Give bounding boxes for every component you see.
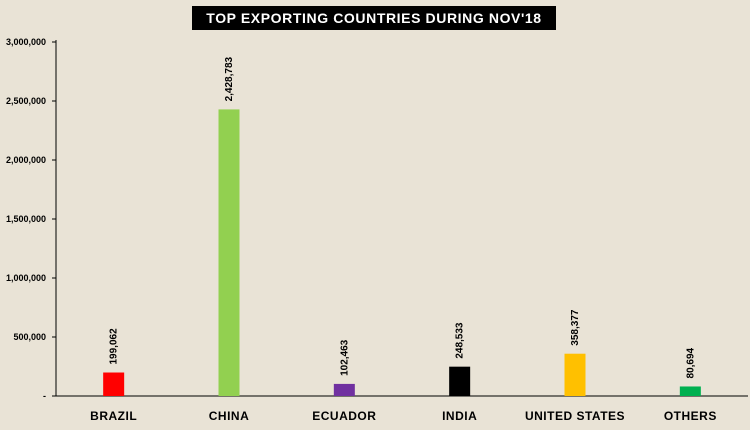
x-tick-label: OTHERS [664, 409, 717, 423]
x-tick-label: CHINA [209, 409, 250, 423]
data-label: 358,377 [570, 309, 581, 346]
data-label: 80,694 [685, 347, 696, 378]
data-labels: 199,062 2,428,783 102,463 248,533 358,377 80,… [109, 56, 697, 378]
y-tick-label: 500,000 [13, 332, 46, 342]
x-tick-label: BRAZIL [90, 409, 137, 423]
y-tick-label: 1,000,000 [6, 273, 46, 283]
y-tick-label: 3,000,000 [6, 37, 46, 47]
bar-united-states [564, 353, 586, 396]
data-label: 248,533 [455, 322, 466, 359]
data-label: 199,062 [109, 328, 120, 365]
bar-brazil [103, 372, 125, 396]
x-tick-label: ECUADOR [312, 409, 376, 423]
y-tick-label: - [43, 391, 46, 401]
y-tick-label: 2,000,000 [6, 155, 46, 165]
x-tick-label: INDIA [442, 409, 477, 423]
y-tick-label: 1,500,000 [6, 214, 46, 224]
bar-china [218, 109, 240, 397]
bar-india [449, 366, 471, 396]
data-label: 102,463 [339, 339, 350, 376]
x-axis-tick-labels: BRAZIL CHINA ECUADOR INDIA UNITED STATES OTHE… [90, 409, 717, 423]
data-label: 2,428,783 [224, 56, 235, 101]
y-axis-ticks: - 500,000 1,000,000 1,500,000 2,000,000 2,500… [6, 37, 56, 401]
y-tick-label: 2,500,000 [6, 96, 46, 106]
bar-others [679, 386, 701, 396]
bars [103, 109, 701, 397]
chart-title: TOP EXPORTING COUNTRIES DURING NOV'18 [192, 6, 556, 30]
bar-ecuador [333, 383, 355, 396]
x-tick-label: UNITED STATES [525, 409, 625, 423]
